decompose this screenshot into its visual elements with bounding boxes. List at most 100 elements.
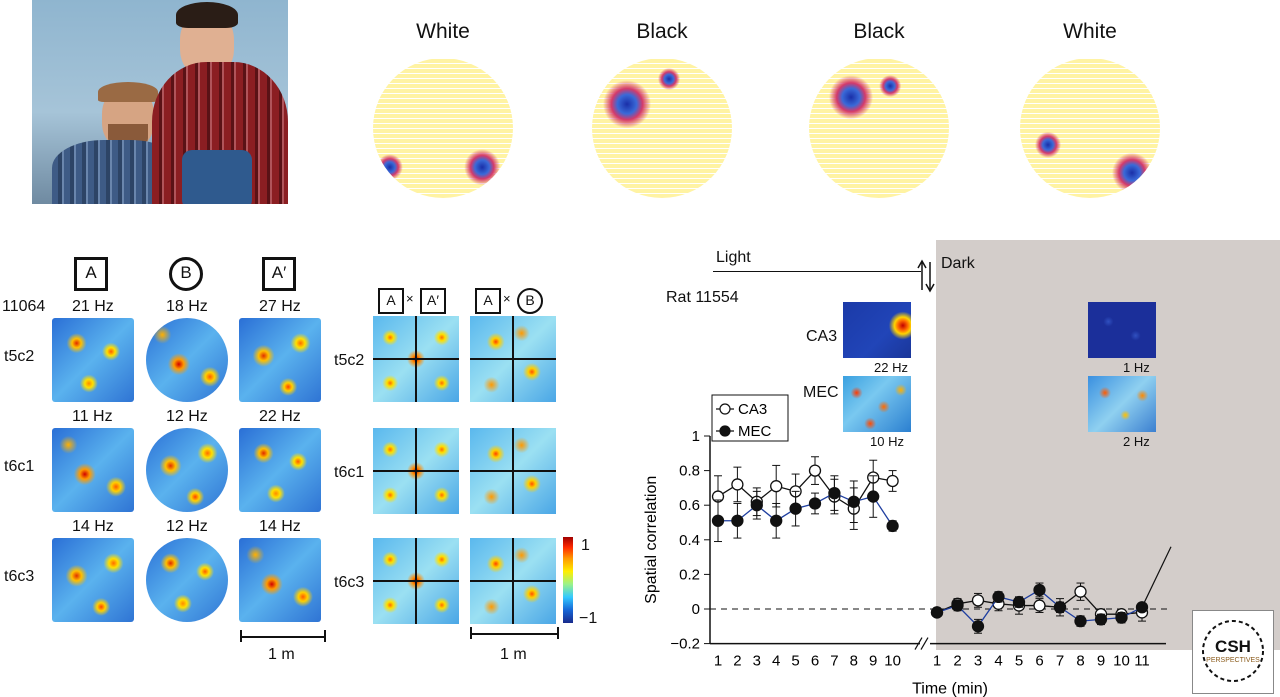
legend-entry: MEC <box>738 423 772 440</box>
crosshair-horizontal <box>470 580 556 582</box>
x-tick-label-dark: 11 <box>1134 653 1150 670</box>
ca3-data-point <box>1033 599 1046 612</box>
ca3-data-point <box>1074 585 1087 598</box>
mec-data-point <box>808 497 822 510</box>
xcorr-right-env: B <box>517 288 543 314</box>
x-tick-label-dark: 3 <box>974 653 982 670</box>
cell-id: t6c1 <box>4 458 35 475</box>
rat-id: Rat 11554 <box>666 289 739 306</box>
xcorr-times: × <box>503 291 511 306</box>
x-tick-label-light: 7 <box>830 653 838 670</box>
rate-map <box>52 318 134 402</box>
ca3-data-point <box>808 464 822 477</box>
mec-data-point <box>1053 601 1067 614</box>
firing-rate-label: 11 Hz <box>72 408 113 425</box>
mec-data-point <box>731 514 744 527</box>
env-label-2: B <box>169 257 203 291</box>
firing-rate-label: 14 Hz <box>72 518 114 535</box>
mec-data-point <box>1074 614 1087 628</box>
colorbar-max: 1 <box>581 537 590 554</box>
crosshair-horizontal <box>373 358 459 360</box>
top-map-title: White <box>1063 20 1117 43</box>
x-tick-label-light: 3 <box>753 653 761 670</box>
inset-dark-mec-rate: 2 Hz <box>1123 434 1150 449</box>
x-tick-label-dark: 4 <box>994 653 1002 670</box>
rate-map <box>239 428 321 512</box>
mec-data-point <box>1135 601 1149 614</box>
env-label-3: A′ <box>262 257 296 291</box>
light-dark-switch-arrows <box>917 259 935 293</box>
xcorr-cell-id: t6c1 <box>334 464 365 481</box>
legend-swatch-marker <box>719 425 731 437</box>
y-tick-label: 1 <box>692 428 700 445</box>
xcorr-left-env: A <box>378 288 404 314</box>
chart-legend: CA3 MEC <box>711 394 789 442</box>
firing-rate-label: 22 Hz <box>259 408 301 425</box>
logo-line2: PERSPECTIVES <box>1206 657 1260 664</box>
x-tick-label-light: 10 <box>884 653 901 670</box>
mec-light-line <box>718 492 894 527</box>
y-axis-label: Spatial correlation <box>643 476 660 604</box>
y-tick-label: 0.6 <box>679 497 700 514</box>
y-tick-label: 0 <box>692 601 700 618</box>
crosshair-horizontal <box>470 470 556 472</box>
dna-helix-icon <box>1202 620 1264 682</box>
x-tick-label-dark: 10 <box>1113 653 1130 670</box>
top-rate-map <box>1020 58 1160 198</box>
firing-rate-label: 21 Hz <box>72 298 114 315</box>
x-tick-label-dark: 1 <box>933 653 941 670</box>
x-tick-label-light: 9 <box>869 653 877 670</box>
rate-map <box>52 428 134 512</box>
legend-swatch-marker <box>719 403 731 415</box>
inset-ca3-map <box>843 302 911 358</box>
logo-line1: CSH <box>1215 637 1251 656</box>
colorbar-min: −1 <box>579 610 598 627</box>
animal-id: 11064 <box>2 298 46 315</box>
x-tick-label-light: 1 <box>714 653 722 670</box>
inset-dark-mec-map <box>1088 376 1156 432</box>
mec-data-point <box>867 490 880 503</box>
inset-dark-ca3-rate: 1 Hz <box>1123 360 1150 375</box>
firing-rate-label: 18 Hz <box>166 298 208 315</box>
x-tick-label-dark: 9 <box>1097 653 1105 670</box>
crosshair-horizontal <box>373 470 459 472</box>
ca3-data-point <box>971 594 985 607</box>
x-tick-label-dark: 7 <box>1056 653 1064 670</box>
top-map-title: White <box>416 20 470 43</box>
inset-mec-map <box>843 376 911 432</box>
inset-mec-label: MEC <box>803 384 839 401</box>
x-tick-label-light: 5 <box>791 653 799 670</box>
scale-bar-left <box>240 636 326 638</box>
spatial-correlation-chart: −0.200.20.40.60.811 2 3 4 5 6 7 8 9 10 1 2 3 4 5 6 7 8 9 10… <box>643 394 1172 697</box>
cell-id: t5c2 <box>4 348 35 365</box>
scale-bar-right-label: 1 m <box>500 646 527 663</box>
xcorr-cell-id: t5c2 <box>334 352 365 369</box>
inset-dark-ca3-map <box>1088 302 1156 358</box>
y-tick-label: 0.8 <box>679 463 700 480</box>
light-label: Light <box>716 249 751 266</box>
colorbar <box>563 537 573 623</box>
legend-entry: CA3 <box>738 401 767 418</box>
scale-bar-right <box>470 633 559 635</box>
crosshair-horizontal <box>470 358 556 360</box>
x-tick-label-dark: 8 <box>1076 653 1084 670</box>
cell-id: t6c3 <box>4 568 35 585</box>
xcorr-times: × <box>406 291 414 306</box>
mec-data-point <box>951 599 964 612</box>
y-tick-label: 0.4 <box>679 532 700 549</box>
y-tick-label: 0.2 <box>679 566 700 583</box>
env-label-1: A <box>74 257 108 291</box>
x-axis-label: Time (min) <box>912 681 988 697</box>
mec-data-point <box>750 499 763 512</box>
mec-data-point <box>1033 583 1046 597</box>
mec-data-point <box>789 502 802 515</box>
scale-bar-left-label: 1 m <box>268 646 295 663</box>
x-tick-label-light: 6 <box>811 653 819 670</box>
rate-map <box>146 538 228 622</box>
firing-rate-label: 27 Hz <box>259 298 301 315</box>
xcorr-left-env: A <box>475 288 501 314</box>
mec-data-point <box>1115 611 1128 624</box>
mec-data-point <box>930 606 944 619</box>
firing-rate-label: 12 Hz <box>166 408 208 425</box>
firing-rate-label: 12 Hz <box>166 518 208 535</box>
